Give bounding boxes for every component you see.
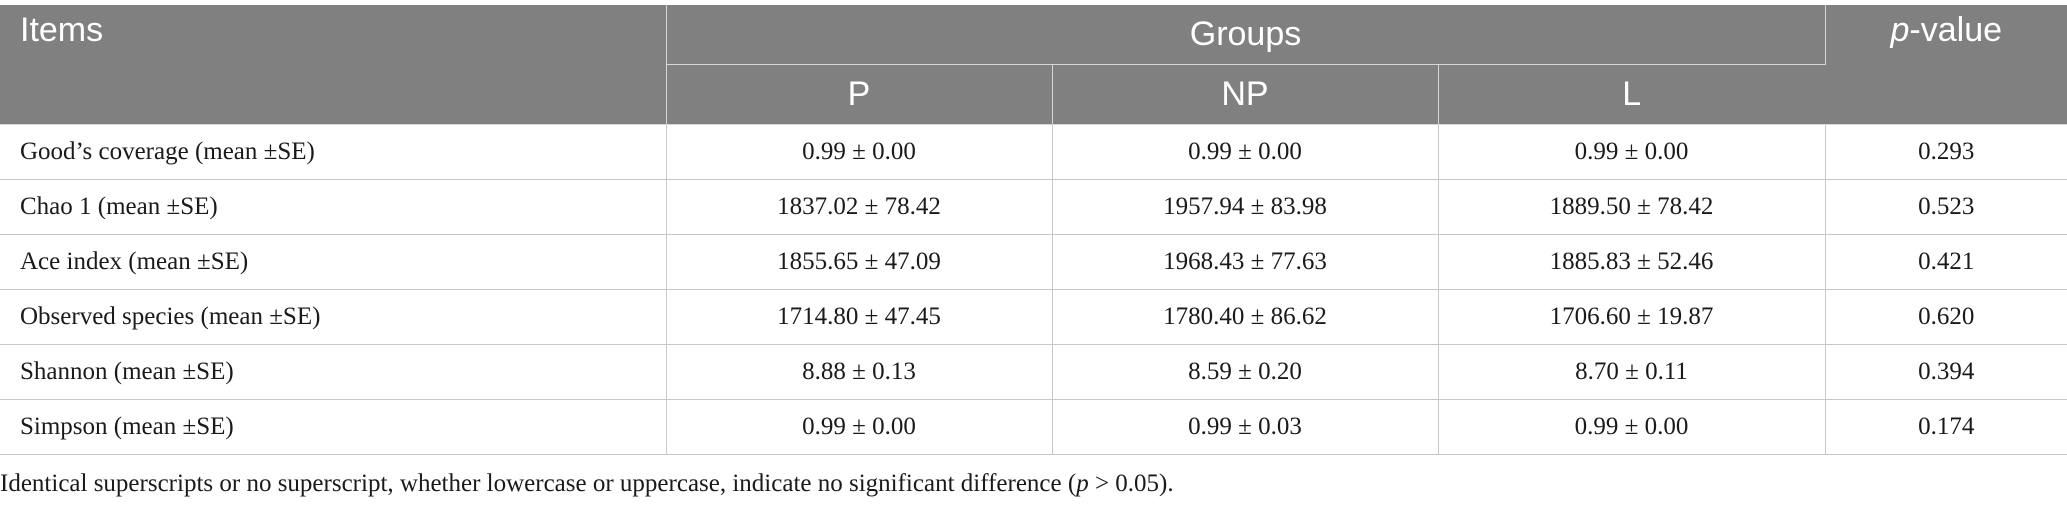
group-np-cell: 0.99 ± 0.03: [1052, 399, 1439, 455]
table-row: Observed species (mean ±SE) 1714.80 ± 47…: [0, 289, 2067, 345]
table-row: Ace index (mean ±SE) 1855.65 ± 47.09 196…: [0, 234, 2067, 290]
group-l-cell: 8.70 ± 0.11: [1438, 344, 1826, 400]
group-l-cell: 1706.60 ± 19.87: [1438, 289, 1826, 345]
pvalue-cell: 0.421: [1825, 234, 2067, 290]
footnote-p-variable: p: [1076, 470, 1089, 497]
header-row-top: Items Groups p-value: [0, 5, 2067, 125]
group-p-cell: 1855.65 ± 47.09: [666, 234, 1053, 290]
table-body: Good’s coverage (mean ±SE) 0.99 ± 0.00 0…: [0, 124, 2067, 455]
item-cell: Ace index (mean ±SE): [0, 234, 667, 290]
pvalue-cell: 0.523: [1825, 179, 2067, 235]
pvalue-header-variable: p: [1890, 11, 1910, 49]
footnote-text-end: > 0.05).: [1088, 470, 1174, 497]
group-p-cell: 1837.02 ± 78.42: [666, 179, 1053, 235]
groups-column-header: Groups: [666, 5, 1826, 65]
group-l-header: L: [1438, 64, 1825, 125]
item-cell: Chao 1 (mean ±SE): [0, 179, 667, 235]
group-np-cell: 1968.43 ± 77.63: [1052, 234, 1439, 290]
pvalue-column-header: p-value: [1825, 5, 2067, 125]
group-l-cell: 0.99 ± 0.00: [1438, 399, 1826, 455]
table-header: Items Groups p-value P NP L: [0, 5, 2067, 125]
group-p-cell: 1714.80 ± 47.45: [666, 289, 1053, 345]
table-footnote: Identical superscripts or no superscript…: [0, 470, 1174, 498]
header-row-sub: P NP L: [0, 64, 2067, 125]
group-p-cell: 0.99 ± 0.00: [666, 124, 1053, 180]
table-row: Shannon (mean ±SE) 8.88 ± 0.13 8.59 ± 0.…: [0, 344, 2067, 400]
footnote-text-start: Identical superscripts or no superscript…: [0, 470, 1077, 497]
diversity-table: Items Groups p-value P NP L Good’s cover…: [0, 5, 2067, 455]
group-l-cell: 0.99 ± 0.00: [1438, 124, 1826, 180]
item-cell: Observed species (mean ±SE): [0, 289, 667, 345]
group-np-cell: 8.59 ± 0.20: [1052, 344, 1439, 400]
pvalue-cell: 0.620: [1825, 289, 2067, 345]
table-row: Chao 1 (mean ±SE) 1837.02 ± 78.42 1957.9…: [0, 179, 2067, 235]
pvalue-cell: 0.174: [1825, 399, 2067, 455]
pvalue-cell: 0.293: [1825, 124, 2067, 180]
item-cell: Good’s coverage (mean ±SE): [0, 124, 667, 180]
group-np-cell: 1780.40 ± 86.62: [1052, 289, 1439, 345]
items-column-header: Items: [0, 5, 667, 125]
results-table-container: Items Groups p-value P NP L Good’s cover…: [0, 5, 2067, 455]
group-np-cell: 0.99 ± 0.00: [1052, 124, 1439, 180]
pvalue-cell: 0.394: [1825, 344, 2067, 400]
item-cell: Shannon (mean ±SE): [0, 344, 667, 400]
table-row: Good’s coverage (mean ±SE) 0.99 ± 0.00 0…: [0, 124, 2067, 180]
table-row: Simpson (mean ±SE) 0.99 ± 0.00 0.99 ± 0.…: [0, 399, 2067, 455]
group-np-cell: 1957.94 ± 83.98: [1052, 179, 1439, 235]
group-p-cell: 8.88 ± 0.13: [666, 344, 1053, 400]
group-p-cell: 0.99 ± 0.00: [666, 399, 1053, 455]
group-np-header: NP: [1052, 64, 1439, 125]
pvalue-header-suffix: -value: [1909, 11, 2003, 49]
group-p-header: P: [666, 64, 1053, 125]
item-cell: Simpson (mean ±SE): [0, 399, 667, 455]
group-l-cell: 1885.83 ± 52.46: [1438, 234, 1826, 290]
group-l-cell: 1889.50 ± 78.42: [1438, 179, 1826, 235]
